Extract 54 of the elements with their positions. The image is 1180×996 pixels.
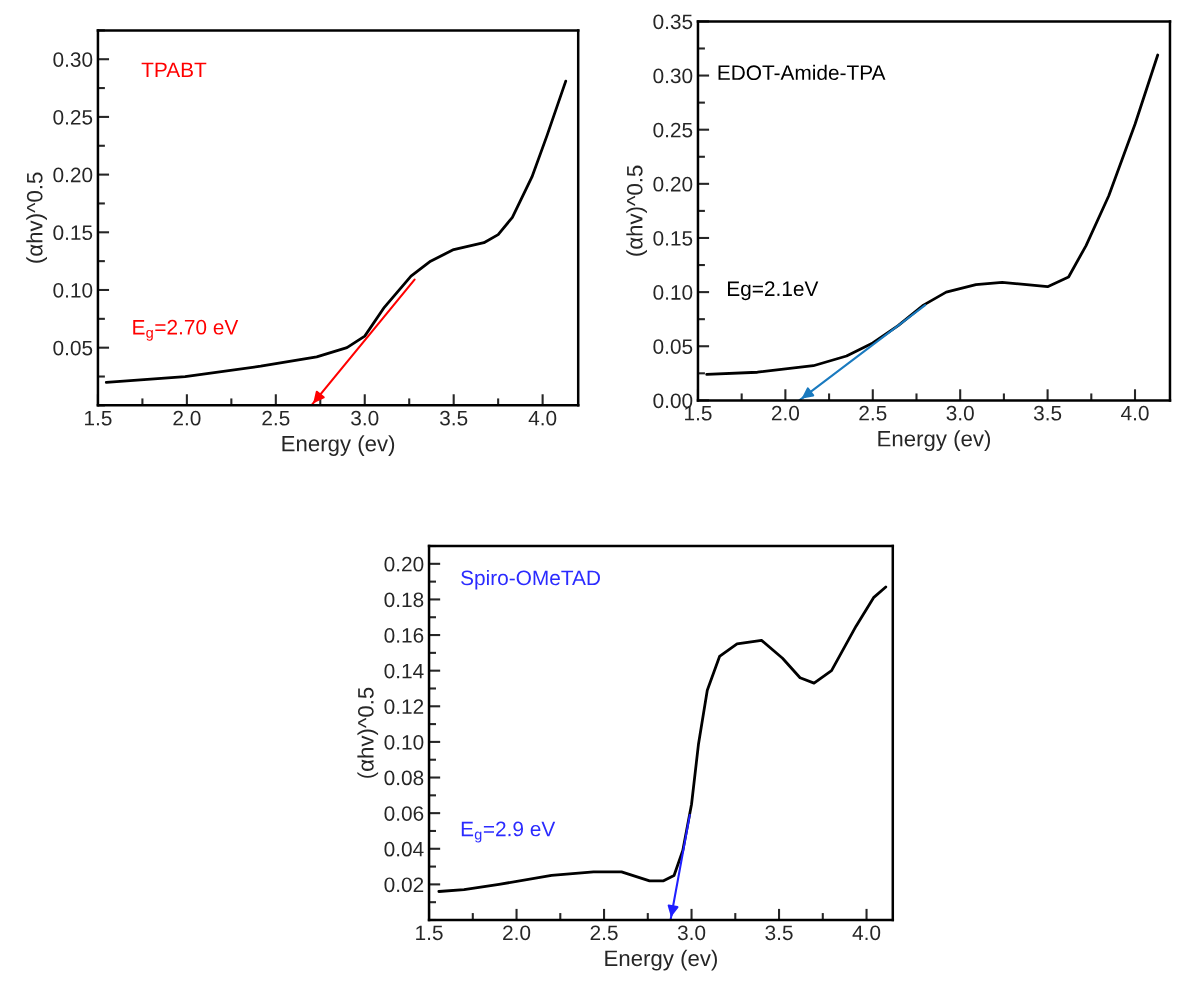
x-axis-title: Energy (ev) [605, 949, 717, 971]
x-axis-title: Energy (ev) [878, 430, 991, 451]
annotation: E$_{g}$=2.70 eV [133, 319, 239, 341]
y-tick-label: 0.10 [53, 282, 93, 298]
y-tick-label: 0.15 [653, 230, 693, 246]
y-tick-label: 0.25 [53, 109, 93, 125]
x-tick-label: 1.5 [416, 925, 443, 941]
y-tick-label: 0.35 [653, 14, 693, 30]
y-axis-title: (αhv)^0.5 [357, 687, 379, 778]
x-tick-label: 3.5 [1033, 405, 1062, 421]
annotation: EDOT-Amide-TPA [718, 64, 886, 81]
y-tick-label: 0.14 [384, 663, 424, 679]
x-tick-label: 2.0 [503, 925, 531, 941]
x-axis-title: Energy (ev) [282, 435, 395, 456]
annotation: TPABT [141, 62, 207, 78]
line-series [705, 53, 1160, 376]
annotation: Eg=2.1eV [728, 281, 819, 301]
y-tick-label: 0.05 [653, 339, 693, 355]
y-tick-label: 0.20 [53, 167, 93, 183]
y-tick-label: 0.04 [384, 841, 424, 857]
y-tick-label: 0.08 [384, 770, 424, 786]
y-tick-label: 0.05 [53, 340, 93, 356]
x-tick-label: 3.5 [440, 410, 468, 426]
y-tick-label: 0.15 [53, 225, 93, 241]
y-tick-label: 0.18 [384, 592, 424, 608]
y-tick-label: 0.20 [384, 556, 424, 572]
y-tick-label: 0.16 [384, 628, 424, 643]
x-tick-label: 4.0 [852, 925, 881, 941]
x-tick-label: 3.5 [765, 925, 793, 941]
y-tick-label: 0.30 [53, 52, 93, 67]
x-tick-label: 3.0 [677, 925, 706, 941]
x-tick-label: 4.0 [1121, 405, 1149, 421]
y-axis-title: (αhv)^0.5 [26, 172, 47, 263]
x-tick-label: 3.0 [946, 405, 974, 421]
y-tick-label: 0.30 [653, 68, 693, 84]
x-tick-label: 3.0 [351, 410, 379, 426]
y-tick-label: 0.25 [653, 122, 693, 138]
y-tick-label: 0.12 [384, 699, 424, 715]
x-tick-label: 2.5 [262, 410, 290, 426]
annotation: Spiro-OMeTAD [461, 569, 600, 590]
y-tick-label: 0.06 [384, 806, 424, 821]
x-tick-label: 2.5 [590, 925, 618, 941]
x-tick-label: 2.5 [859, 405, 887, 421]
y-tick-label: 0.10 [384, 734, 424, 750]
y-tick-label: 0.10 [653, 285, 693, 300]
x-tick-label: 2.0 [771, 405, 800, 421]
y-tick-label: 0.20 [653, 176, 693, 192]
annotation: E$_{g}$=2.9 eV [461, 821, 556, 843]
y-axis-title: (αhv)^0.5 [626, 165, 647, 256]
y-tick-label: 0.02 [384, 877, 424, 893]
x-tick-label: 4.0 [528, 410, 557, 426]
line-series [104, 79, 568, 384]
x-tick-label: 2.0 [173, 410, 201, 426]
x-tick-label: 1.5 [85, 411, 112, 426]
